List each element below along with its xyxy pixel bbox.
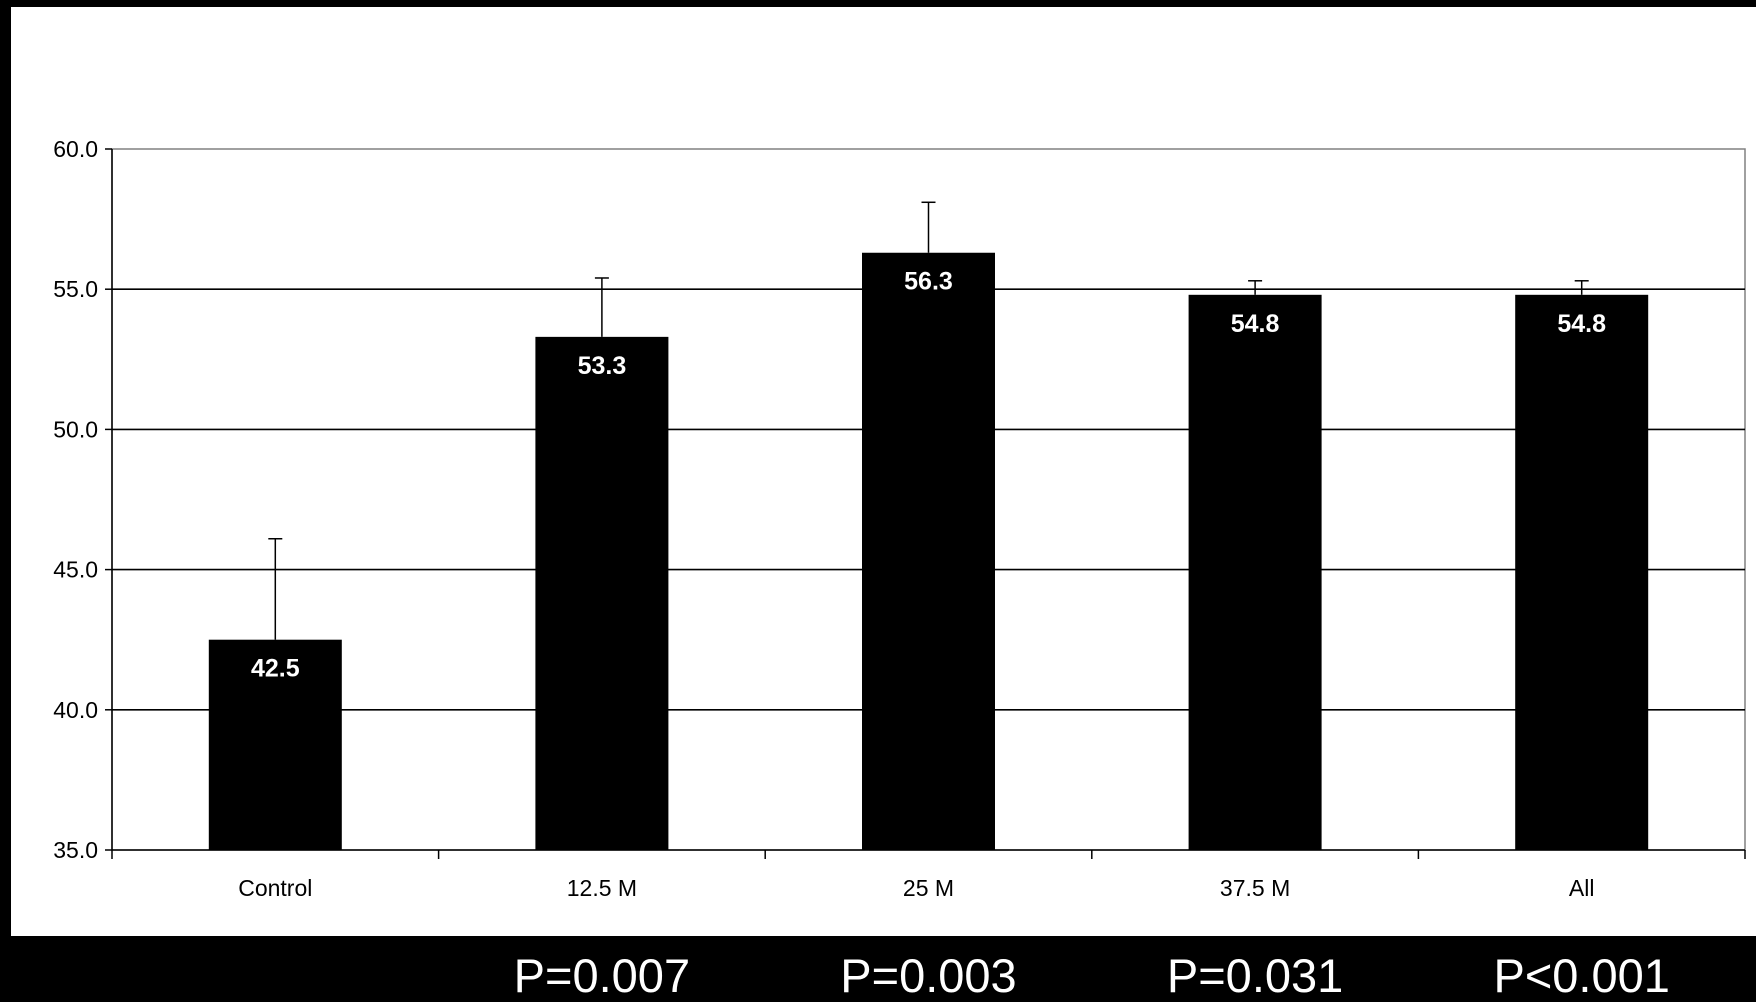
bar-value-label: 42.5 xyxy=(251,655,300,683)
p-value-label: P=0.031 xyxy=(1166,949,1344,1002)
x-tick-label: 25 M xyxy=(903,875,954,901)
bar-value-label: 53.3 xyxy=(578,352,627,380)
x-tick-label: 12.5 M xyxy=(567,875,637,901)
x-tick-label: Control xyxy=(238,875,312,901)
y-tick-label: 45.0 xyxy=(53,557,98,583)
p-value-label: P=0.003 xyxy=(840,949,1017,1002)
y-tick-label: 55.0 xyxy=(53,276,98,302)
bar xyxy=(535,336,669,850)
bar xyxy=(862,252,995,851)
bar-value-label: 56.3 xyxy=(904,268,953,296)
bar-chart: 35.0 40.0 45.0 50.0 55.0 60.0 42.5 53.3 56.3 54.8… xyxy=(53,136,1746,901)
y-tick-label: 40.0 xyxy=(53,697,98,723)
p-value-label: P=0.007 xyxy=(513,949,691,1002)
bar xyxy=(1515,294,1649,851)
y-tick-label: 35.0 xyxy=(53,837,98,863)
bar xyxy=(1188,294,1322,851)
bar-value-label: 54.8 xyxy=(1231,310,1280,338)
chart-panel: 35.0 40.0 45.0 50.0 55.0 60.0 42.5 53.3 56.3 54.8… xyxy=(11,7,1756,936)
y-tick-label: 50.0 xyxy=(53,416,98,442)
bar-value-label: 54.8 xyxy=(1557,310,1606,338)
bar xyxy=(208,639,342,850)
p-value-row: P=0.007 P=0.003 P=0.031 P<0.001 xyxy=(0,936,1756,999)
p-value-label: P<0.001 xyxy=(1493,949,1670,1002)
x-tick-label: All xyxy=(1569,875,1595,901)
y-tick-label: 60.0 xyxy=(53,136,98,162)
x-tick-label: 37.5 M xyxy=(1220,875,1290,901)
